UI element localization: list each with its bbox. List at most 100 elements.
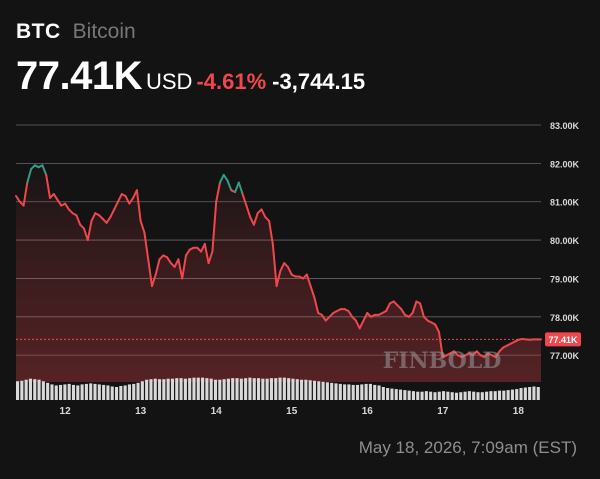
volume-bar bbox=[381, 387, 385, 400]
price-segment bbox=[143, 231, 150, 261]
volume-bar bbox=[201, 377, 205, 400]
volume-bar bbox=[110, 386, 114, 400]
price-segment bbox=[313, 296, 320, 314]
price-segment bbox=[347, 310, 354, 318]
price-segment bbox=[275, 269, 282, 288]
x-tick-label: 16 bbox=[362, 406, 374, 417]
price-segment bbox=[117, 193, 123, 203]
y-tick-label: 78.00K bbox=[550, 313, 580, 323]
volume-bar bbox=[16, 381, 20, 400]
price-area bbox=[16, 165, 541, 382]
price-segment bbox=[128, 196, 135, 205]
volume-bar bbox=[429, 391, 433, 400]
price-segment bbox=[52, 193, 59, 201]
volume-bar bbox=[528, 387, 532, 400]
price-area-fill bbox=[16, 165, 541, 382]
price-segment bbox=[113, 200, 119, 211]
volume-bar bbox=[519, 388, 523, 400]
volume-bar bbox=[321, 381, 325, 400]
volume-bar bbox=[377, 385, 381, 400]
volume-bar bbox=[467, 391, 471, 400]
price-segment bbox=[154, 258, 161, 276]
price-segment bbox=[354, 319, 361, 330]
volume-bar bbox=[127, 384, 131, 400]
current-price: 77.41K bbox=[16, 54, 142, 98]
price-segment bbox=[241, 193, 248, 207]
x-tick-label: 13 bbox=[135, 406, 147, 417]
volume-bar bbox=[205, 378, 209, 400]
volume-bar bbox=[489, 391, 493, 400]
volume-bar bbox=[398, 389, 403, 400]
volume-bar bbox=[325, 382, 329, 400]
volume-bar bbox=[213, 379, 218, 400]
volume-bar bbox=[114, 387, 119, 400]
volume-bar bbox=[424, 391, 428, 400]
volume-bar bbox=[84, 383, 88, 400]
price-segment bbox=[279, 262, 286, 272]
price-segment bbox=[305, 273, 312, 288]
volume-bar bbox=[416, 391, 420, 400]
change-absolute: -3,744.15 bbox=[272, 69, 366, 94]
volume-bar bbox=[446, 391, 450, 400]
price-segment bbox=[135, 189, 142, 222]
price-segment bbox=[151, 273, 157, 288]
x-tick-label: 18 bbox=[513, 406, 525, 417]
volume-bar bbox=[59, 384, 63, 400]
x-tick-label: 15 bbox=[286, 406, 298, 417]
volume-bar bbox=[351, 384, 355, 400]
volume-bar bbox=[480, 392, 484, 400]
volume-bar bbox=[119, 385, 123, 400]
volume-bar bbox=[343, 384, 347, 400]
y-tick-label: 77.00K bbox=[550, 351, 580, 361]
price-segment bbox=[22, 181, 29, 207]
price-segment bbox=[215, 181, 221, 203]
volume-bar bbox=[291, 378, 295, 400]
volume-bar bbox=[209, 378, 213, 400]
volume-bar bbox=[459, 392, 463, 400]
volume-bar bbox=[166, 378, 170, 400]
volume-bar bbox=[76, 385, 80, 400]
volume-bar bbox=[136, 382, 140, 400]
price-segment bbox=[494, 350, 501, 359]
volume-bar bbox=[300, 379, 304, 400]
y-tick-label: 81.00K bbox=[550, 198, 580, 208]
x-tick-label: 17 bbox=[437, 406, 449, 417]
timestamp: May 18, 2026, 7:09am (EST) bbox=[358, 438, 577, 457]
volume-bar bbox=[463, 391, 467, 400]
price-segment bbox=[226, 179, 233, 192]
price-segment bbox=[260, 208, 267, 219]
y-tick-label: 83.00K bbox=[550, 121, 580, 131]
volume-bar bbox=[265, 378, 269, 400]
volume-bar bbox=[196, 377, 200, 400]
price-segment bbox=[245, 204, 252, 219]
volume-bar bbox=[269, 378, 273, 400]
volume-bar bbox=[308, 380, 312, 400]
volume-bar bbox=[50, 384, 54, 400]
volume-bar bbox=[231, 378, 235, 400]
volume-bar bbox=[71, 384, 76, 400]
y-axis-ticks: 83.00K 82.00K 81.00K 80.00K 79.00K 78.00K 77.0… bbox=[550, 121, 580, 361]
volume-bar bbox=[317, 381, 321, 400]
price-segment bbox=[203, 242, 210, 265]
volume-bar bbox=[493, 391, 497, 400]
volume-bar bbox=[93, 383, 97, 400]
volume-bar bbox=[420, 391, 424, 400]
price-segment bbox=[234, 181, 240, 194]
volume-bar bbox=[510, 389, 514, 400]
price-segment bbox=[320, 313, 327, 322]
volume-bar bbox=[37, 379, 41, 400]
volume-bar bbox=[437, 391, 441, 400]
ticker-symbol: BTC bbox=[16, 20, 61, 43]
price-header: 77.41K USD -4.61% -3,744.15 bbox=[16, 54, 365, 99]
volume-bar bbox=[140, 381, 144, 400]
volume-bar bbox=[102, 384, 106, 400]
volume-bar bbox=[63, 384, 67, 400]
volume-bar bbox=[261, 378, 265, 400]
volume-bar bbox=[41, 381, 45, 400]
volume-bar bbox=[235, 378, 239, 400]
price-segment bbox=[15, 195, 21, 203]
price-segment bbox=[268, 219, 274, 245]
volume-bar bbox=[239, 378, 243, 400]
price-segment bbox=[411, 300, 418, 314]
